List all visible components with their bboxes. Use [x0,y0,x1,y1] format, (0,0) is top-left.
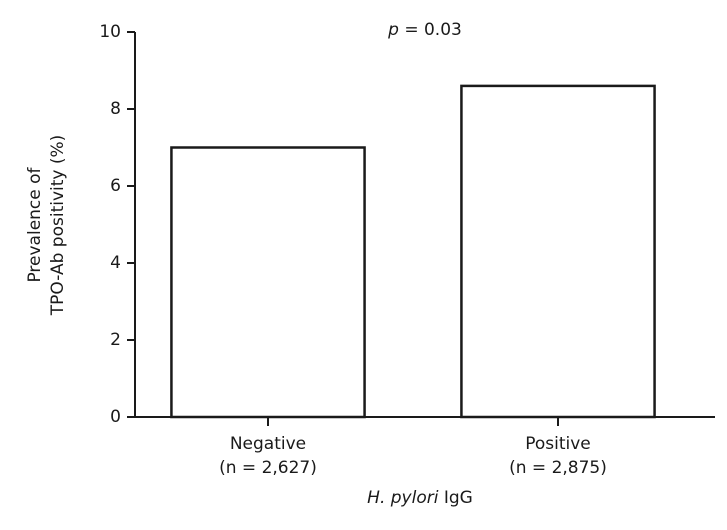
y-tick-label: 10 [99,22,121,42]
y-tick-label: 6 [110,176,121,196]
y-axis-title: TPO-Ab positivity (%) [48,135,68,317]
x-tick-label: Negative [230,434,306,454]
annotation: p = 0.03 [387,20,462,40]
bar [170,146,366,419]
y-tick-label: 8 [110,99,121,119]
y-axis-title: Prevalence of [25,166,45,282]
x-tick-label: Positive [525,434,591,454]
x-tick-note: (n = 2,627) [219,458,317,478]
y-tick-label: 4 [110,253,121,273]
y-tick-label: 2 [110,330,121,350]
y-tick-label: 0 [110,407,121,427]
bar [460,84,656,419]
x-axis-title: H. pylori IgG [367,488,473,508]
x-tick-note: (n = 2,875) [509,458,607,478]
